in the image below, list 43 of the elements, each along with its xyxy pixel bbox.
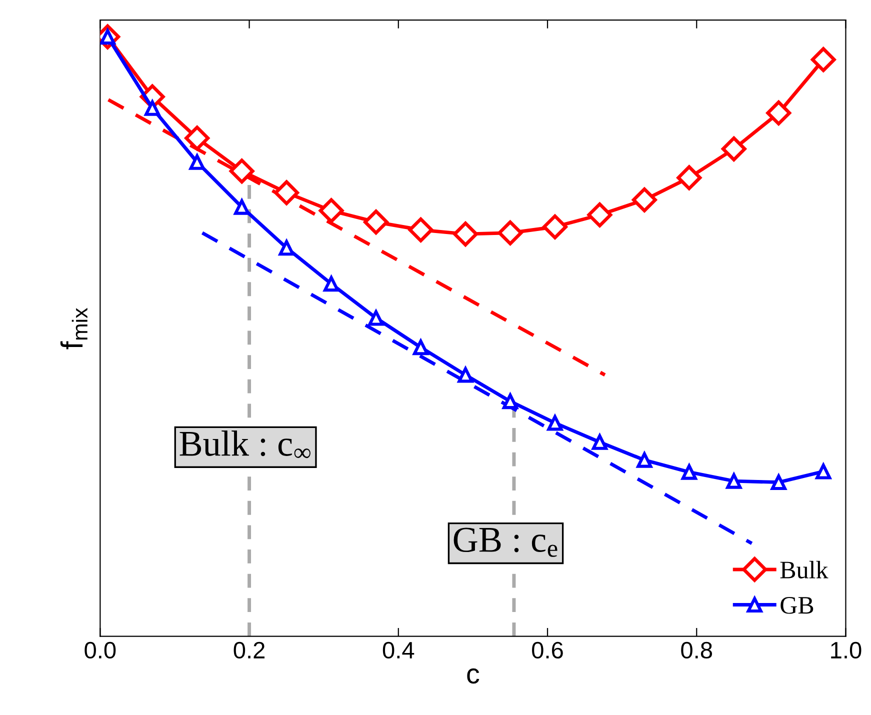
point <box>810 47 836 72</box>
legend-label: GB <box>780 596 814 614</box>
point <box>636 452 652 468</box>
point <box>189 154 205 170</box>
point <box>587 202 612 228</box>
point <box>184 126 210 151</box>
x-tick-label: 0.6 <box>532 642 563 659</box>
point <box>502 394 518 410</box>
legend-label: Bulk <box>780 560 828 578</box>
ref-line-label: GB : c$_{e}$ <box>454 528 558 557</box>
x-tick-label: 0.2 <box>234 642 265 659</box>
point <box>274 180 300 206</box>
y-axis-title: f$_{mix}$ <box>60 308 88 350</box>
point <box>766 100 792 126</box>
x-tick-label: 0.4 <box>382 642 414 659</box>
point <box>408 217 434 242</box>
x-tick-label: 0.8 <box>681 642 712 659</box>
point <box>144 100 160 116</box>
point <box>542 214 568 240</box>
point <box>453 222 478 247</box>
point <box>770 474 786 490</box>
x-axis-title: c <box>467 668 480 684</box>
point <box>229 158 254 184</box>
point <box>412 340 429 356</box>
point <box>681 464 697 480</box>
x-tick-label: 0.0 <box>84 642 116 659</box>
ref-line-label: Bulk : c$_{∞}$ <box>180 430 310 458</box>
point <box>498 220 523 246</box>
point <box>676 165 702 190</box>
point <box>632 187 657 212</box>
point <box>368 310 384 326</box>
point <box>458 367 474 383</box>
point <box>721 136 746 162</box>
point <box>592 434 608 450</box>
point <box>364 210 388 235</box>
point <box>547 415 563 431</box>
x-tick-label: 1.0 <box>831 642 862 659</box>
point <box>234 199 250 215</box>
point <box>278 240 294 256</box>
point <box>324 276 340 292</box>
point <box>726 473 742 489</box>
point <box>318 198 344 224</box>
point <box>816 464 832 480</box>
